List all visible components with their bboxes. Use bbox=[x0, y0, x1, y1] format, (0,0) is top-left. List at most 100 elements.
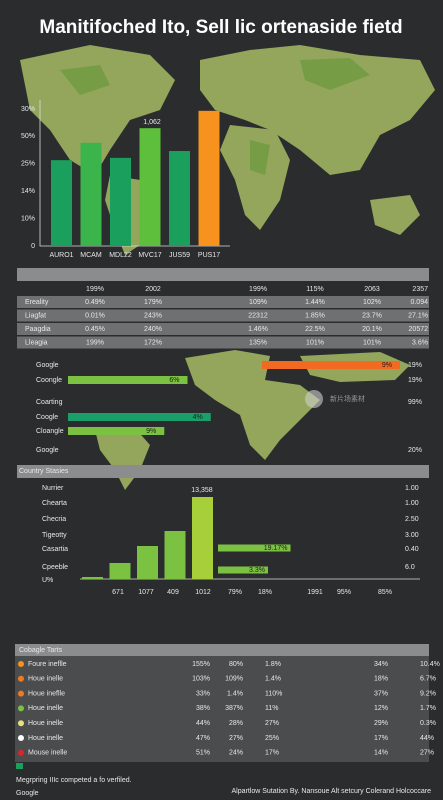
row-label: Paagdia bbox=[25, 326, 51, 333]
bar-label: 13,358 bbox=[191, 487, 213, 494]
table-cell: 27% bbox=[229, 735, 243, 742]
hbar bbox=[68, 376, 188, 384]
legend-dot bbox=[18, 705, 24, 712]
table-cell: 22312 bbox=[248, 312, 268, 319]
section-header-bar bbox=[15, 644, 429, 656]
row-label: Houe ineflle bbox=[28, 690, 65, 697]
bar bbox=[164, 531, 186, 579]
x-tick-label: PUS17 bbox=[198, 252, 220, 259]
bar bbox=[109, 563, 131, 579]
bar bbox=[137, 545, 158, 579]
table-panel bbox=[15, 656, 429, 762]
table-cell: 0.45% bbox=[85, 326, 105, 333]
hbar-label: 9% bbox=[382, 362, 392, 369]
x-tick-label: MVC17 bbox=[138, 252, 161, 259]
table-cell: 27.1% bbox=[408, 312, 428, 319]
bar-axis bbox=[39, 100, 230, 247]
table-cell: 240% bbox=[144, 326, 162, 333]
hbar-label: 3.3% bbox=[249, 567, 265, 574]
table-cell: 22.5% bbox=[305, 326, 325, 333]
table-cell: 102% bbox=[363, 299, 381, 306]
row-label: U% bbox=[42, 577, 53, 584]
table-cell: 0.3% bbox=[420, 720, 436, 727]
x-tick-label: MCAM bbox=[80, 252, 102, 259]
x-label: 1991 bbox=[307, 589, 323, 596]
bar bbox=[110, 157, 131, 246]
column-header: 2357 bbox=[412, 286, 428, 293]
footer-note: Megrpring IIIc competed a fo verfiled. bbox=[16, 777, 132, 784]
table-cell: 25% bbox=[265, 735, 279, 742]
watermark-logo bbox=[305, 390, 323, 408]
column-header: 2002 bbox=[145, 286, 161, 293]
table-cell: 47% bbox=[196, 735, 210, 742]
x-label: 409 bbox=[167, 589, 179, 596]
table-cell: 0.49% bbox=[85, 299, 105, 306]
table-cell: 1.4% bbox=[265, 676, 281, 683]
table-cell: 155% bbox=[192, 661, 210, 668]
table-row bbox=[17, 309, 429, 322]
table-cell: 243% bbox=[144, 312, 162, 319]
row-value: 2.50 bbox=[405, 516, 419, 523]
table-header-bar bbox=[17, 268, 429, 281]
row-value: 99% bbox=[408, 399, 422, 406]
table-cell: 44% bbox=[420, 735, 434, 742]
table-cell: 44% bbox=[196, 720, 210, 727]
x-tick-label: MDL22 bbox=[109, 252, 132, 259]
table-cell: 1.85% bbox=[305, 312, 325, 319]
row-value: 0.40 bbox=[405, 546, 419, 553]
table-cell: 101% bbox=[363, 339, 381, 346]
row-value: 20% bbox=[408, 447, 422, 454]
row-label: Cloangle bbox=[36, 428, 64, 435]
x-label: 671 bbox=[112, 589, 124, 596]
table-cell: 20.1% bbox=[362, 326, 382, 333]
table-cell: 11% bbox=[265, 705, 279, 712]
table-cell: 0.01% bbox=[85, 312, 105, 319]
column-header: 115% bbox=[306, 286, 323, 293]
table-cell: 29% bbox=[374, 720, 388, 727]
watermark: 新片场素材 bbox=[330, 394, 365, 403]
row-label: Houe inelle bbox=[28, 676, 63, 683]
table-cell: 17% bbox=[374, 735, 388, 742]
row-label: Houe inelle bbox=[28, 705, 63, 712]
row-value: 3.00 bbox=[405, 532, 419, 539]
legend-dot bbox=[18, 661, 24, 667]
legend-dot bbox=[18, 749, 24, 756]
x-tick-label: JUS59 bbox=[169, 252, 190, 259]
legend-dot bbox=[18, 735, 24, 741]
row-label: Google bbox=[36, 362, 59, 369]
row-label: Liagfat bbox=[25, 312, 46, 319]
table-cell: 33% bbox=[196, 690, 210, 697]
bar-annotation: 1,062 bbox=[143, 119, 161, 126]
table-row bbox=[17, 336, 429, 349]
table-cell: 101% bbox=[306, 339, 324, 346]
table-cell: 24% bbox=[229, 750, 243, 757]
y-axis-label: 30% bbox=[21, 106, 35, 113]
table-cell: 20572 bbox=[409, 326, 429, 333]
row-value: 19% bbox=[408, 377, 422, 384]
bar bbox=[51, 160, 72, 246]
y-axis-label: 50% bbox=[21, 133, 35, 140]
table-cell: 38% bbox=[196, 705, 210, 712]
table-row bbox=[17, 296, 429, 308]
section-title: Cobagle Tarts bbox=[19, 647, 63, 654]
hbar bbox=[68, 413, 211, 421]
legend-dot bbox=[18, 675, 24, 682]
table-cell: 1.4% bbox=[227, 690, 243, 697]
table-cell: 0.094 bbox=[410, 299, 428, 306]
row-value: 1.00 bbox=[405, 485, 419, 492]
y-axis-label: 10% bbox=[21, 215, 35, 222]
hbar bbox=[261, 361, 400, 369]
x-label: 18% bbox=[258, 589, 272, 596]
row-label: Google bbox=[36, 447, 59, 454]
table-cell: 10.4% bbox=[420, 661, 440, 668]
table-cell: 1.7% bbox=[420, 705, 436, 712]
row-label: Mouse inelle bbox=[28, 750, 67, 757]
hbar-label: 6% bbox=[169, 377, 179, 384]
bar bbox=[80, 142, 102, 246]
table-cell: 3.6% bbox=[412, 339, 428, 346]
bar bbox=[82, 576, 103, 579]
table-cell: 135% bbox=[249, 339, 267, 346]
row-label: Checria bbox=[42, 516, 66, 523]
